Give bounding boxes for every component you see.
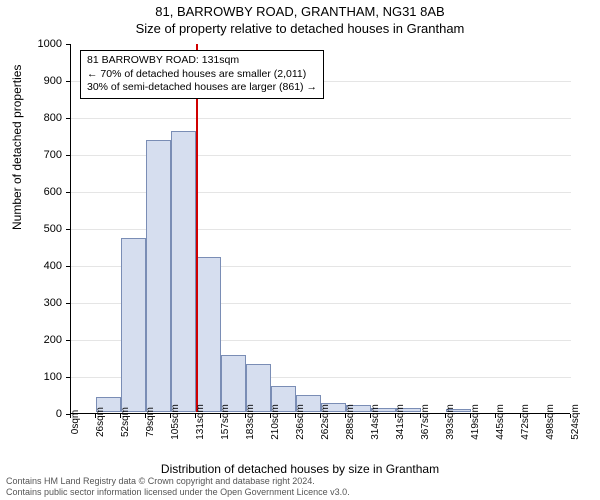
- xtick-label: 210sqm: [270, 404, 281, 440]
- y-axis-label: Number of detached properties: [10, 65, 24, 230]
- ytick-mark: [66, 192, 70, 193]
- xtick-label: 236sqm: [295, 404, 306, 440]
- footer-line-1: Contains HM Land Registry data © Crown c…: [6, 476, 350, 487]
- ytick-mark: [66, 44, 70, 45]
- xtick-label: 367sqm: [420, 404, 431, 440]
- ytick-label: 700: [22, 149, 62, 161]
- histogram-bar: [171, 131, 196, 412]
- ytick-label: 600: [22, 186, 62, 198]
- histogram-bar: [146, 140, 171, 412]
- xtick-label: 157sqm: [220, 404, 231, 440]
- xtick-label: 183sqm: [245, 404, 256, 440]
- reference-line: [196, 44, 198, 412]
- title-main: 81, BARROWBY ROAD, GRANTHAM, NG31 8AB: [0, 0, 600, 19]
- ytick-label: 300: [22, 297, 62, 309]
- chart-container: 81, BARROWBY ROAD, GRANTHAM, NG31 8AB Si…: [0, 0, 600, 500]
- ytick-label: 500: [22, 223, 62, 235]
- ytick-mark: [66, 229, 70, 230]
- xtick-label: 419sqm: [470, 404, 481, 440]
- ytick-label: 0: [22, 408, 62, 420]
- xtick-label: 498sqm: [545, 404, 556, 440]
- annotation-box: 81 BARROWBY ROAD: 131sqm← 70% of detache…: [80, 50, 324, 99]
- title-sub: Size of property relative to detached ho…: [0, 19, 600, 36]
- annotation-line: 30% of semi-detached houses are larger (…: [87, 81, 317, 95]
- xtick-label: 288sqm: [345, 404, 356, 440]
- annotation-line: 81 BARROWBY ROAD: 131sqm: [87, 54, 317, 68]
- x-axis-label: Distribution of detached houses by size …: [0, 462, 600, 476]
- chart-area: 81 BARROWBY ROAD: 131sqm← 70% of detache…: [70, 44, 570, 414]
- xtick-label: 131sqm: [195, 404, 206, 440]
- annotation-line: ← 70% of detached houses are smaller (2,…: [87, 68, 317, 82]
- footer: Contains HM Land Registry data © Crown c…: [6, 476, 350, 498]
- xtick-label: 79sqm: [145, 407, 156, 437]
- xtick-label: 314sqm: [370, 404, 381, 440]
- ytick-mark: [66, 340, 70, 341]
- histogram-bar: [196, 257, 221, 412]
- xtick-label: 0sqm: [70, 410, 81, 434]
- xtick-label: 472sqm: [520, 404, 531, 440]
- xtick-label: 445sqm: [495, 404, 506, 440]
- ytick-label: 200: [22, 334, 62, 346]
- xtick-label: 52sqm: [120, 407, 131, 437]
- xtick-label: 26sqm: [95, 407, 106, 437]
- xtick-label: 341sqm: [395, 404, 406, 440]
- ytick-label: 1000: [22, 38, 62, 50]
- xtick-label: 393sqm: [445, 404, 456, 440]
- ytick-label: 100: [22, 371, 62, 383]
- ytick-mark: [66, 155, 70, 156]
- histogram-bar: [121, 238, 146, 412]
- ytick-mark: [66, 81, 70, 82]
- xtick-label: 105sqm: [170, 404, 181, 440]
- ytick-label: 800: [22, 112, 62, 124]
- footer-line-2: Contains public sector information licen…: [6, 487, 350, 498]
- plot-area: 81 BARROWBY ROAD: 131sqm← 70% of detache…: [70, 44, 570, 414]
- xtick-label: 262sqm: [320, 404, 331, 440]
- ytick-mark: [66, 118, 70, 119]
- ytick-label: 900: [22, 75, 62, 87]
- ytick-label: 400: [22, 260, 62, 272]
- ytick-mark: [66, 377, 70, 378]
- ytick-mark: [66, 303, 70, 304]
- grid-line: [71, 118, 571, 119]
- xtick-label: 524sqm: [570, 404, 581, 440]
- ytick-mark: [66, 266, 70, 267]
